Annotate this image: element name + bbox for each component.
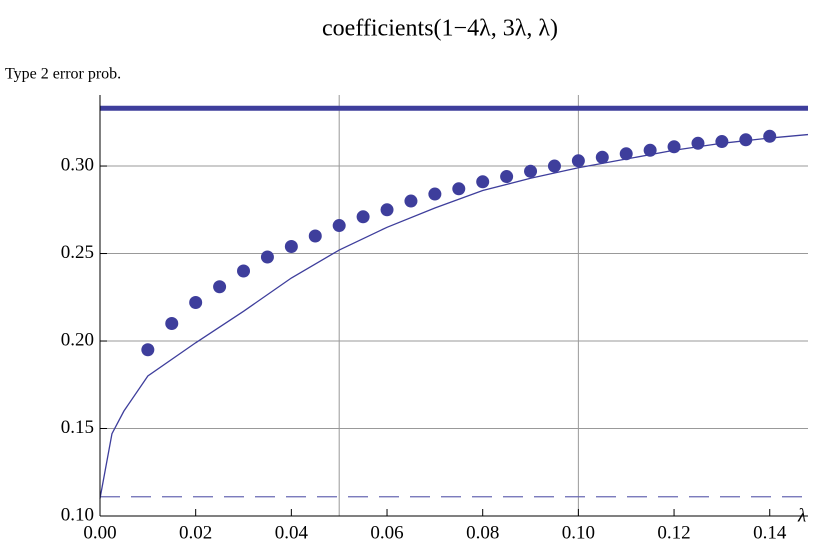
point xyxy=(165,317,179,331)
y-tick-label: 0.30 xyxy=(61,154,94,175)
point xyxy=(619,147,633,161)
point xyxy=(213,280,227,294)
point xyxy=(452,182,466,196)
point xyxy=(500,170,514,184)
point xyxy=(141,343,155,357)
x-tick-label: 0.12 xyxy=(657,522,690,543)
point xyxy=(547,159,561,173)
point xyxy=(763,129,777,143)
x-tick-label: 0.14 xyxy=(753,522,787,543)
x-tick-label: 0.06 xyxy=(370,522,403,543)
point xyxy=(260,250,274,264)
x-tick-label: 0.04 xyxy=(275,522,309,543)
y-tick-label: 0.15 xyxy=(61,417,94,438)
y-tick-label: 0.10 xyxy=(61,504,94,525)
point xyxy=(524,164,538,178)
point xyxy=(189,296,203,310)
point xyxy=(715,135,729,149)
point xyxy=(739,133,753,147)
y-tick-label: 0.25 xyxy=(61,242,94,263)
x-tick-label: 0.02 xyxy=(179,522,212,543)
y-tick-label: 0.20 xyxy=(61,329,94,350)
point xyxy=(380,203,394,217)
point xyxy=(308,229,322,243)
chart-title: coefficients(1−4λ, 3λ, λ) xyxy=(322,16,558,42)
point xyxy=(476,175,490,189)
point xyxy=(332,219,346,233)
point xyxy=(404,194,418,208)
point xyxy=(284,240,298,254)
curve xyxy=(99,133,809,499)
point xyxy=(356,210,370,224)
point xyxy=(237,264,251,278)
point xyxy=(595,150,609,164)
point xyxy=(428,187,442,201)
y-axis-label: Type 2 error prob. xyxy=(5,66,121,83)
point xyxy=(571,154,585,168)
x-tick-label: 0.10 xyxy=(562,522,595,543)
x-tick-label: 0.08 xyxy=(466,522,499,543)
x-tick-label: 0.00 xyxy=(83,522,116,543)
